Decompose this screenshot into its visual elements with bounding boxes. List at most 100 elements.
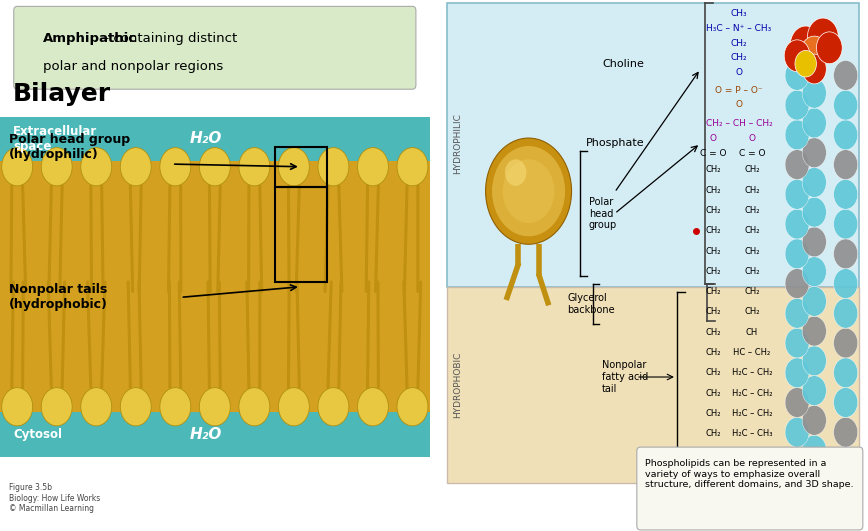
Text: CH₂: CH₂ (706, 429, 721, 438)
Text: CH₂: CH₂ (731, 54, 747, 62)
Circle shape (807, 18, 838, 56)
Text: CH₂: CH₂ (744, 267, 760, 276)
Text: CH₂: CH₂ (744, 450, 760, 458)
Text: CH₂: CH₂ (706, 206, 721, 215)
Circle shape (785, 120, 809, 150)
Text: Cytosol: Cytosol (13, 428, 62, 441)
Text: CH₂: CH₂ (744, 166, 760, 174)
Bar (447, 3, 859, 287)
Circle shape (802, 108, 826, 138)
Circle shape (802, 138, 826, 168)
Circle shape (397, 388, 428, 426)
Circle shape (2, 148, 33, 186)
Text: O = P – O⁻: O = P – O⁻ (715, 86, 763, 95)
Circle shape (397, 148, 428, 186)
Text: CH₂: CH₂ (706, 389, 721, 398)
Circle shape (42, 388, 72, 426)
Circle shape (81, 148, 112, 186)
Circle shape (802, 54, 826, 84)
Bar (447, 287, 859, 483)
Text: CH₃: CH₃ (706, 450, 721, 458)
Circle shape (833, 179, 858, 209)
Circle shape (160, 388, 191, 426)
Text: CH₂ – CH – CH₂: CH₂ – CH – CH₂ (706, 119, 773, 127)
Circle shape (802, 79, 826, 108)
Circle shape (318, 148, 349, 186)
Text: CH₂: CH₂ (706, 166, 721, 174)
Text: O: O (735, 100, 743, 109)
Circle shape (785, 358, 809, 388)
Text: H₂O: H₂O (190, 427, 222, 442)
Circle shape (200, 148, 230, 186)
Circle shape (503, 159, 555, 223)
Text: H₂C – CH₂: H₂C – CH₂ (732, 389, 773, 398)
Text: CH₂: CH₂ (744, 307, 760, 316)
Circle shape (833, 239, 858, 269)
Circle shape (833, 298, 858, 328)
Text: CH: CH (746, 328, 758, 337)
Circle shape (121, 148, 151, 186)
FancyBboxPatch shape (14, 6, 416, 89)
Circle shape (802, 287, 826, 316)
Text: H₂O: H₂O (190, 131, 222, 147)
Circle shape (802, 346, 826, 376)
Circle shape (785, 90, 809, 120)
Text: O: O (748, 134, 755, 142)
Text: Polar head group
(hydrophilic): Polar head group (hydrophilic) (9, 133, 129, 161)
Text: CH₂: CH₂ (706, 307, 721, 316)
Circle shape (833, 417, 858, 447)
Circle shape (279, 148, 309, 186)
Circle shape (785, 269, 809, 298)
Circle shape (239, 388, 270, 426)
Circle shape (833, 269, 858, 298)
Text: CH₂: CH₂ (706, 226, 721, 235)
Circle shape (279, 388, 309, 426)
Circle shape (802, 198, 826, 227)
Text: HYDROPHOBIC: HYDROPHOBIC (453, 352, 462, 418)
Circle shape (485, 138, 571, 244)
Text: CH₂: CH₂ (706, 348, 721, 357)
Circle shape (802, 316, 826, 346)
Text: CH₂: CH₂ (744, 186, 760, 195)
Text: C = O: C = O (700, 150, 727, 158)
Circle shape (200, 388, 230, 426)
Circle shape (795, 50, 817, 77)
Circle shape (802, 168, 826, 198)
Text: Glycerol
backbone: Glycerol backbone (568, 293, 615, 315)
Circle shape (833, 61, 858, 90)
Text: CH₂: CH₂ (706, 287, 721, 296)
Circle shape (785, 150, 809, 179)
Circle shape (785, 328, 809, 358)
Bar (0, 161, 430, 413)
Circle shape (239, 148, 270, 186)
Circle shape (785, 298, 809, 328)
Circle shape (833, 388, 858, 417)
Bar (275, 187, 326, 282)
Circle shape (318, 388, 349, 426)
Circle shape (833, 120, 858, 150)
Text: CH₂: CH₂ (706, 369, 721, 378)
Circle shape (800, 36, 828, 70)
Circle shape (833, 209, 858, 239)
Text: CH₂: CH₂ (744, 287, 760, 296)
Circle shape (817, 32, 842, 64)
Circle shape (802, 257, 826, 287)
Text: CH₂: CH₂ (744, 206, 760, 215)
Text: HC – CH₂: HC – CH₂ (733, 348, 771, 357)
Circle shape (492, 146, 565, 236)
Bar (0, 117, 430, 161)
Circle shape (833, 150, 858, 179)
Circle shape (81, 388, 112, 426)
Text: H₃C – N⁺ – CH₃: H₃C – N⁺ – CH₃ (707, 24, 772, 32)
Circle shape (785, 447, 809, 477)
Circle shape (833, 328, 858, 358)
Circle shape (358, 148, 388, 186)
FancyBboxPatch shape (637, 447, 863, 530)
Circle shape (160, 148, 191, 186)
Text: – containing distinct: – containing distinct (43, 32, 237, 45)
Text: CH₂: CH₂ (706, 409, 721, 418)
Circle shape (785, 209, 809, 239)
Circle shape (785, 417, 809, 447)
Circle shape (802, 435, 826, 465)
Text: CH₂: CH₂ (744, 246, 760, 255)
